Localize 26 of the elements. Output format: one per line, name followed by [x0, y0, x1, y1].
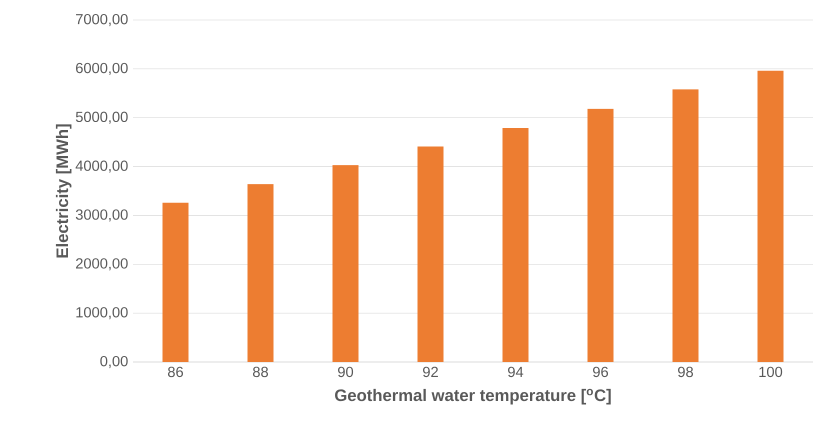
bar — [332, 165, 358, 362]
x-tick-label: 100 — [759, 366, 782, 378]
x-tick-label: 86 — [168, 366, 184, 378]
y-tick-label: 5000,00 — [76, 112, 128, 124]
y-tick-label: 3000,00 — [76, 209, 128, 222]
y-tick-label: 0,00 — [100, 356, 128, 368]
x-tick-label: 92 — [423, 366, 438, 378]
bar — [672, 89, 698, 362]
bar — [502, 128, 529, 362]
x-axis-title: Geothermal water temperature [$^{o}$C] — [335, 388, 611, 404]
y-tick-label: 1000,00 — [76, 307, 128, 320]
y-tick-label: 6000,00 — [76, 62, 128, 75]
y-axis-title: Electricity [MWh] — [56, 124, 72, 258]
x-tick-label: 88 — [252, 366, 268, 378]
bar — [758, 70, 784, 362]
x-tick-label: 96 — [593, 366, 608, 378]
y-tick-label: 7000,00 — [76, 14, 128, 26]
x-tick-label: 98 — [678, 366, 694, 378]
bar — [248, 184, 274, 362]
y-tick-label: 2000,00 — [76, 258, 128, 270]
x-tick-label: 90 — [338, 366, 354, 378]
bar — [162, 202, 188, 362]
bar — [418, 146, 444, 362]
bar — [588, 108, 614, 362]
x-tick-label: 94 — [508, 366, 524, 378]
y-tick-label: 4000,00 — [76, 160, 128, 173]
